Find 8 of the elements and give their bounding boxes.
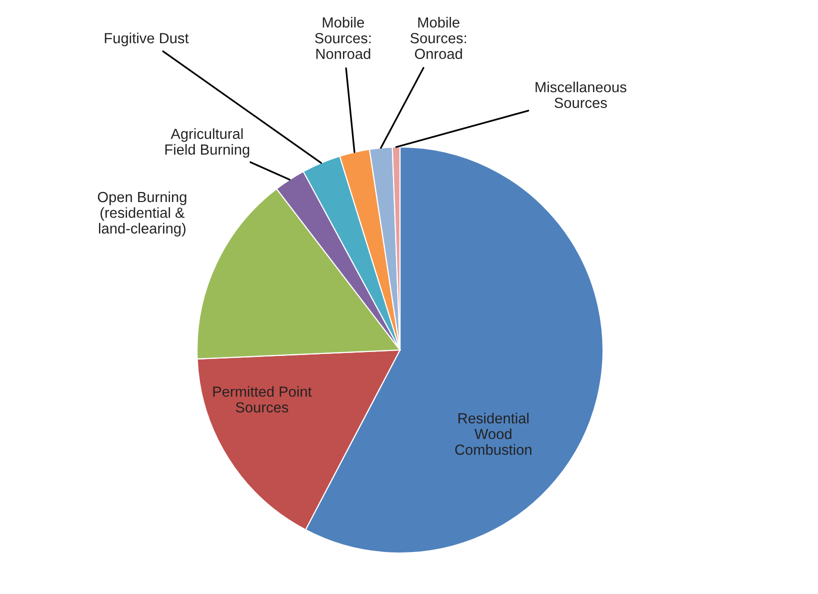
slice-label: Fugitive Dust: [104, 32, 189, 46]
slice-label: Open Burning (residential & land-clearing): [98, 191, 186, 236]
slice-label: Miscellaneous Sources: [536, 82, 626, 108]
slice-label: Agricultural Field Burning: [165, 128, 250, 158]
slice-label: Mobile Sources: Onroad: [410, 16, 466, 60]
slice-label: Residential Wood Combustion: [455, 412, 532, 455]
slice-label: Permitted Point Sources: [213, 386, 312, 413]
slice-label: Mobile Sources: Nonroad: [315, 16, 371, 60]
